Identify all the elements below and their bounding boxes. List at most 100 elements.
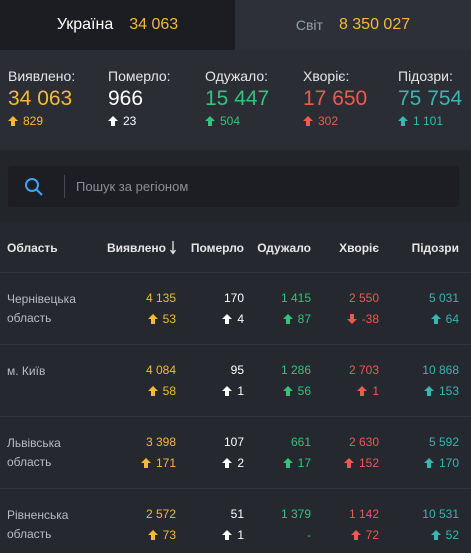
search-box[interactable]: Пошук за регіоном xyxy=(8,166,459,207)
cell-value: 5 031 xyxy=(428,291,459,305)
delta-text: 87 xyxy=(297,312,311,326)
row-divider xyxy=(0,416,471,417)
summary-value: 17 650 xyxy=(303,87,368,110)
summary-label: Померло: xyxy=(108,68,171,84)
trend-arrow xyxy=(303,116,313,126)
trend-arrow xyxy=(350,530,361,540)
delta-text: 1 xyxy=(237,528,244,542)
cell-value: 95 xyxy=(230,363,244,377)
delta-text: 23 xyxy=(123,114,137,128)
cell-delta: 53 xyxy=(147,312,176,326)
trend-arrow xyxy=(423,386,434,396)
cell-delta: 153 xyxy=(423,384,459,398)
trend-arrow xyxy=(398,116,408,126)
trend-arrow xyxy=(430,314,441,324)
trend-arrow xyxy=(346,314,357,324)
table-header: Підозри xyxy=(411,241,459,255)
cell-value: 107 xyxy=(223,435,244,449)
cell-delta: 1 xyxy=(222,528,244,542)
cell-delta: 17 xyxy=(282,456,311,470)
trend-arrow xyxy=(222,386,233,396)
summary-delta: 829 xyxy=(8,114,43,128)
cell-delta: 64 xyxy=(430,312,459,326)
cell-value: 10 868 xyxy=(422,363,459,377)
delta-text: 1 xyxy=(372,384,379,398)
table-header: Померло xyxy=(190,241,244,255)
summary-panel xyxy=(0,50,471,150)
table-header: Виявлено xyxy=(107,241,166,255)
trend-arrow xyxy=(343,458,354,468)
trend-arrow xyxy=(147,386,158,396)
table-header: Хворіє xyxy=(339,241,379,255)
trend-arrow xyxy=(147,530,158,540)
trend-arrow xyxy=(357,386,368,396)
trend-arrow xyxy=(423,458,434,468)
delta-text: 2 xyxy=(237,456,244,470)
trend-arrow xyxy=(282,386,293,396)
cell-delta: - xyxy=(307,528,311,542)
delta-text: 1 101 xyxy=(413,114,444,128)
cell-delta: 152 xyxy=(343,456,379,470)
tab-value: 34 063 xyxy=(129,16,179,33)
trend-arrow xyxy=(222,314,233,324)
trend-arrow xyxy=(147,314,158,324)
delta-text: 152 xyxy=(358,456,379,470)
region-name: Львівська область xyxy=(7,436,61,469)
cell-value: 4 135 xyxy=(145,291,176,305)
cell-value: 661 xyxy=(290,435,311,449)
delta-text: 171 xyxy=(155,456,176,470)
summary-delta: 23 xyxy=(108,114,136,128)
delta-text: 1 xyxy=(237,384,244,398)
trend-arrow xyxy=(140,458,151,468)
cell-value: 2 572 xyxy=(145,507,176,521)
summary-label: Одужало: xyxy=(205,68,269,84)
cell-delta: 170 xyxy=(423,456,459,470)
delta-text: 302 xyxy=(318,114,339,128)
table-header: Область xyxy=(7,241,58,255)
row-divider xyxy=(0,272,471,273)
delta-text: 170 xyxy=(438,456,459,470)
delta-text: 4 xyxy=(237,312,244,326)
cell-value: 2 703 xyxy=(348,363,379,377)
trend-arrow xyxy=(282,458,293,468)
trend-arrow xyxy=(222,530,233,540)
cell-value: 10 531 xyxy=(422,507,459,521)
sort-arrow xyxy=(169,241,177,255)
cell-delta: -38 xyxy=(346,312,379,326)
cell-value: 1 142 xyxy=(348,507,379,521)
summary-delta: 1 101 xyxy=(398,114,443,128)
search-placeholder: Пошук за регіоном xyxy=(76,179,189,194)
cell-delta: 73 xyxy=(147,528,176,542)
trend-arrow xyxy=(8,116,18,126)
cell-delta: 52 xyxy=(430,528,459,542)
tab-label: Світ xyxy=(295,17,323,33)
cell-value: 4 084 xyxy=(145,363,176,377)
delta-text: 53 xyxy=(162,312,176,326)
tab-ukraine[interactable]: Україна 34 063 xyxy=(0,0,235,50)
region-name: Чернівецька область xyxy=(7,292,76,325)
region-name: Рівненська область xyxy=(7,508,69,541)
summary-label: Хворіє: xyxy=(303,68,350,84)
delta-text: -38 xyxy=(361,312,379,326)
cell-value: 2 550 xyxy=(348,291,379,305)
cell-value: 1 415 xyxy=(280,291,311,305)
table-header: Одужало xyxy=(257,241,311,255)
tab-world[interactable]: Світ 8 350 027 xyxy=(235,0,471,50)
cell-delta: 171 xyxy=(140,456,176,470)
cell-value: 3 398 xyxy=(145,435,176,449)
divider xyxy=(64,175,65,198)
summary-value: 15 447 xyxy=(205,87,270,110)
cell-value: 170 xyxy=(223,291,244,305)
delta-text: 58 xyxy=(162,384,176,398)
cell-delta: 1 xyxy=(357,384,379,398)
cell-value: 1 379 xyxy=(280,507,311,521)
summary-label: Підозри: xyxy=(398,68,453,84)
search-icon xyxy=(25,178,43,196)
summary-delta: 302 xyxy=(303,114,338,128)
trend-arrow xyxy=(205,116,215,126)
row-divider xyxy=(0,488,471,489)
row-divider xyxy=(0,344,471,345)
cell-delta: 56 xyxy=(282,384,311,398)
